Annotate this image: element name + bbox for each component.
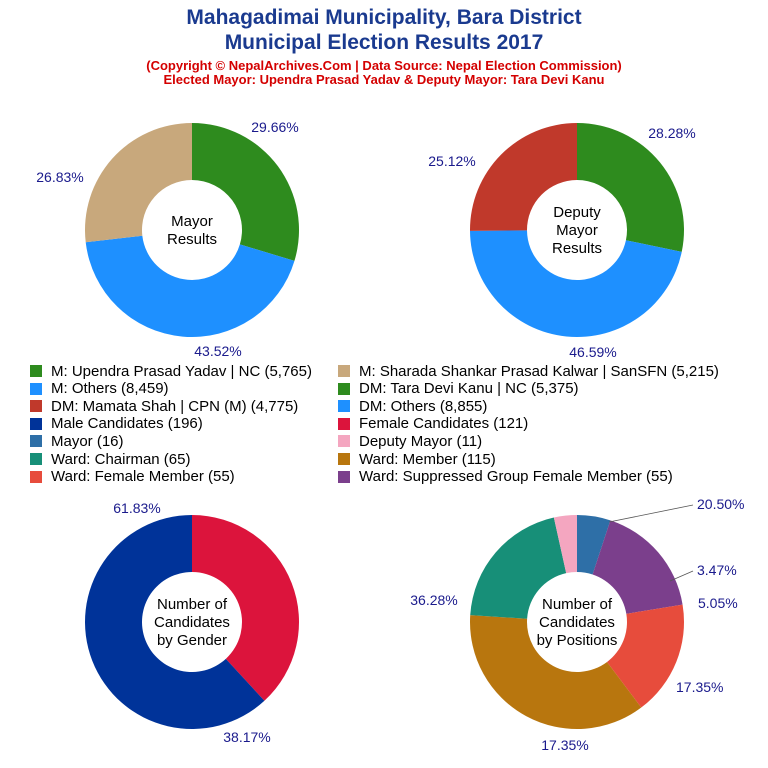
legend: M: Upendra Prasad Yadav | NC (5,765) M: S… <box>0 362 768 488</box>
donut-slice <box>192 515 299 701</box>
legend-label: Mayor (16) <box>51 432 124 450</box>
slice-percent-label: 43.52% <box>194 343 241 359</box>
legend-swatch <box>338 470 350 483</box>
legend-swatch <box>338 435 350 448</box>
legend-swatch <box>338 453 350 465</box>
donut-slice <box>470 517 567 619</box>
donut-slice <box>85 235 295 337</box>
legend-label: M: Upendra Prasad Yadav | NC (5,765) <box>51 362 312 380</box>
slice-percent-label: 17.35% <box>541 737 588 753</box>
slice-percent-label: 17.35% <box>676 679 723 695</box>
donut-center-label: Candidates <box>154 614 230 631</box>
legend-label: M: Others (8,459) <box>51 380 169 398</box>
copyright-note: (Copyright © NepalArchives.Com | Data So… <box>146 58 622 73</box>
donut-center-label: Candidates <box>539 614 615 631</box>
slice-percent-label: 61.83% <box>113 500 160 516</box>
legend-item: M: Others (8,459) <box>30 380 169 398</box>
legend-swatch <box>338 400 350 413</box>
donut-center-label: Number of <box>542 596 613 613</box>
donut-center-label: Number of <box>157 596 228 613</box>
donut-slice <box>577 515 611 575</box>
slice-percent-label: 3.47% <box>697 562 737 578</box>
legend-label: DM: Tara Devi Kanu | NC (5,375) <box>359 380 579 398</box>
legend-label: Ward: Suppressed Group Female Member (55… <box>359 468 673 486</box>
legend-item: Mayor (16) <box>30 432 124 450</box>
legend-swatch <box>30 400 42 413</box>
legend-item: DM: Others (8,855) <box>338 397 487 415</box>
legend-swatch <box>30 365 42 377</box>
legend-item: DM: Mamata Shah | CPN (M) (4,775) <box>30 397 298 415</box>
legend-item: DM: Tara Devi Kanu | NC (5,375) <box>338 380 579 398</box>
legend-label: Female Candidates (121) <box>359 415 529 433</box>
legend-item: M: Upendra Prasad Yadav | NC (5,765) <box>30 362 312 380</box>
donut-center-label: Results <box>552 240 602 257</box>
donut-slice <box>84 515 265 729</box>
slice-percent-label: 46.59% <box>569 344 616 360</box>
donut-center-label: Deputy <box>553 204 601 221</box>
legend-swatch <box>30 470 42 483</box>
donut-slice <box>577 123 684 252</box>
label-leader-line <box>669 570 694 582</box>
donut-slice <box>192 123 299 261</box>
label-leader-line <box>608 504 694 523</box>
legend-item: Ward: Female Member (55) <box>30 468 235 486</box>
chart-subtitle: Municipal Election Results 2017 <box>224 31 544 54</box>
legend-item: M: Sharada Shankar Prasad Kalwar | SanSF… <box>338 362 719 380</box>
legend-label: M: Sharada Shankar Prasad Kalwar | SanSF… <box>359 362 719 380</box>
legend-label: Male Candidates (196) <box>51 415 203 433</box>
donut-slice <box>470 230 682 338</box>
slice-percent-label: 38.17% <box>223 729 270 745</box>
legend-item: Male Candidates (196) <box>30 415 203 433</box>
legend-label: Ward: Female Member (55) <box>51 468 235 486</box>
legend-swatch <box>338 365 350 377</box>
legend-swatch <box>30 453 42 465</box>
legend-item: Ward: Chairman (65) <box>30 450 190 468</box>
donut-center-label: Results <box>167 231 217 248</box>
donut-center-label: Mayor <box>171 213 213 230</box>
legend-label: Deputy Mayor (11) <box>359 432 483 450</box>
donut-slice <box>553 515 577 574</box>
slice-percent-label: 25.12% <box>428 153 475 169</box>
slice-percent-label: 29.66% <box>251 119 298 135</box>
slice-percent-label: 20.50% <box>697 496 744 512</box>
slice-percent-label: 5.05% <box>698 595 738 611</box>
legend-label: Ward: Chairman (65) <box>51 450 191 468</box>
legend-label: Ward: Member (115) <box>359 450 496 468</box>
legend-label: DM: Others (8,855) <box>359 397 488 415</box>
legend-swatch <box>30 382 42 395</box>
chart-title: Mahagadimai Municipality, Bara District <box>186 6 582 29</box>
donut-center-label: by Gender <box>157 632 227 649</box>
donut-slice <box>84 122 192 243</box>
slice-percent-label: 28.28% <box>648 125 695 141</box>
elected-officials-note: Elected Mayor: Upendra Prasad Yadav & De… <box>163 72 605 87</box>
slice-percent-label: 36.28% <box>410 592 457 608</box>
legend-swatch <box>338 417 350 430</box>
donut-chart-4: 5.05% 17.35% 17.35% 36.28% 20.50% 3.47% Number… <box>410 496 744 753</box>
donut-slice <box>607 604 684 708</box>
legend-swatch <box>338 382 350 395</box>
legend-swatch <box>30 435 42 448</box>
legend-item: Ward: Suppressed Group Female Member (55… <box>338 468 673 486</box>
donut-center-label: by Positions <box>537 632 618 649</box>
legend-swatch <box>30 417 42 430</box>
legend-item: Ward: Member (115) <box>338 450 496 468</box>
legend-label: DM: Mamata Shah | CPN (M) (4,775) <box>51 397 299 415</box>
slice-percent-label: 26.83% <box>36 169 83 185</box>
legend-item: Female Candidates (121) <box>338 415 528 433</box>
donut-center-label: Mayor <box>556 222 598 239</box>
donut-slice <box>592 520 683 614</box>
donut-slice <box>470 615 642 729</box>
donut-slice <box>470 123 577 231</box>
legend-item: Deputy Mayor (11) <box>338 432 482 450</box>
